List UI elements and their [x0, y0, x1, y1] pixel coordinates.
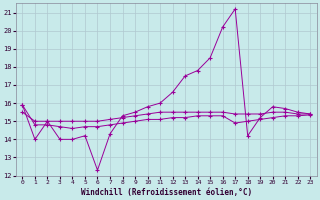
X-axis label: Windchill (Refroidissement éolien,°C): Windchill (Refroidissement éolien,°C) [81, 188, 252, 197]
